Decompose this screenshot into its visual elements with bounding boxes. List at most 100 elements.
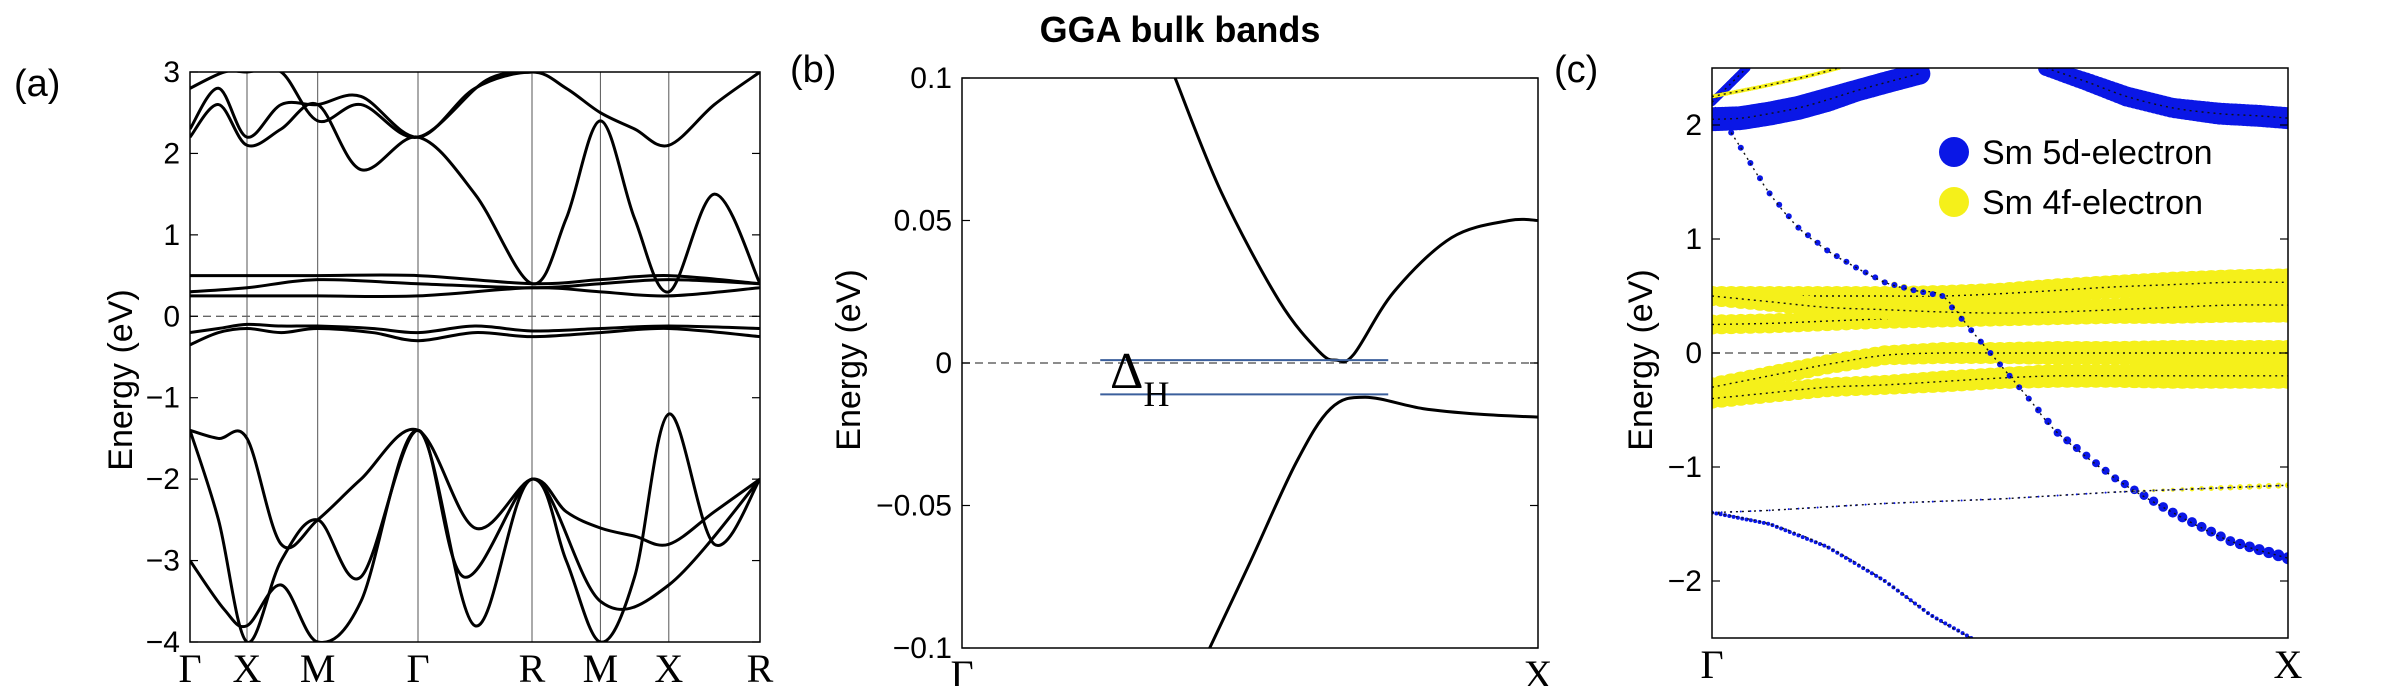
fatband-5d-point bbox=[1864, 503, 1867, 506]
fatband-5d-point bbox=[2035, 406, 2042, 414]
band-line-6 bbox=[1712, 484, 2288, 514]
fatband-5d-point bbox=[2037, 495, 2040, 498]
fatband-5d-point bbox=[2027, 496, 2030, 499]
panel-b-label: (b) bbox=[790, 49, 836, 91]
ytick-label: 0.1 bbox=[910, 62, 952, 95]
fatband-5d-point bbox=[2158, 502, 2169, 512]
fatband-5d-point bbox=[2085, 492, 2088, 495]
kpoint-label: M bbox=[300, 646, 336, 686]
fatband-5d-point bbox=[2229, 486, 2232, 489]
fatband-5d-point bbox=[1785, 213, 1792, 220]
fatband-5d-point bbox=[2082, 451, 2091, 460]
gap-label-sub: H bbox=[1143, 374, 1169, 414]
fatband-4f-point bbox=[2274, 268, 2288, 297]
fatband-5d-point bbox=[2139, 491, 2149, 500]
fatband-5d-point bbox=[1968, 327, 1975, 334]
band-line-3 bbox=[1712, 281, 2288, 297]
band-line-9 bbox=[2045, 68, 2288, 119]
band-line-3 bbox=[190, 326, 760, 347]
ytick-label: 0 bbox=[163, 300, 180, 333]
ytick-label: 0 bbox=[935, 347, 952, 380]
legend-marker-4f bbox=[1939, 187, 1969, 217]
kpoint-label: X bbox=[2274, 642, 2303, 686]
fatband-5d-point bbox=[2056, 494, 2059, 497]
fatband-5d-point bbox=[1814, 239, 1821, 246]
fatband-5d-point bbox=[2008, 497, 2011, 500]
fatband-5d-point bbox=[2267, 485, 2270, 487]
fatband-5d-point bbox=[2101, 466, 2110, 475]
fatband-5d-point bbox=[1997, 361, 2003, 368]
fatband-5d-point bbox=[2044, 417, 2052, 426]
legend-marker-5d bbox=[1939, 137, 1969, 167]
fatband-5d-point bbox=[2133, 490, 2136, 493]
ytick-label: 0.05 bbox=[894, 205, 952, 238]
fatband-5d-point bbox=[2219, 486, 2222, 489]
fatband-5d-point bbox=[1910, 287, 1917, 294]
fatband-5d-point bbox=[2171, 488, 2174, 491]
fatband-5d-point bbox=[1787, 508, 1790, 511]
band-line-10 bbox=[190, 72, 533, 139]
fatband-5d-point bbox=[1908, 598, 1913, 603]
fatband-5d-point bbox=[1835, 505, 1838, 508]
fatband-5d-point bbox=[1874, 573, 1879, 578]
fatband-5d-point bbox=[1739, 510, 1742, 513]
fatband-5d-point bbox=[1737, 144, 1744, 151]
band-line-1 bbox=[1208, 395, 1538, 648]
fatband-5d-point bbox=[2111, 474, 2120, 483]
ytick-label: −3 bbox=[146, 545, 180, 578]
ytick-label: 3 bbox=[163, 56, 180, 89]
main-title: GGA bulk bands bbox=[1040, 9, 1321, 50]
fatband-5d-point bbox=[1839, 553, 1844, 558]
fatband-5d-point bbox=[1908, 68, 1931, 85]
panel-c-ylabel: Energy (eV) bbox=[1622, 269, 1660, 450]
fatband-5d-point bbox=[2072, 444, 2081, 452]
fatband-5d-point bbox=[2244, 541, 2255, 553]
band-line-4 bbox=[190, 322, 760, 335]
kpoint-label: M bbox=[583, 646, 619, 686]
fatband-5d-point bbox=[1748, 518, 1753, 523]
fatband-5d-point bbox=[2092, 459, 2100, 468]
band-line-11 bbox=[1712, 68, 1839, 98]
ytick-label: −0.1 bbox=[893, 632, 952, 665]
ytick-label: 2 bbox=[1685, 109, 1702, 142]
fatband-5d-point bbox=[2215, 531, 2226, 542]
fatband-5d-point bbox=[1893, 502, 1896, 505]
kpoint-label: Γ bbox=[1700, 642, 1723, 686]
fatband-5d-point bbox=[2200, 487, 2203, 490]
fatband-5d-point bbox=[1757, 175, 1763, 182]
fatband-5d-point bbox=[1939, 293, 1946, 299]
fatband-5d-point bbox=[1912, 501, 1915, 504]
ytick-label: −2 bbox=[146, 463, 180, 496]
ytick-label: 0 bbox=[1685, 337, 1702, 370]
fatband-5d-point bbox=[2006, 372, 2013, 379]
fatband-5d-point bbox=[2123, 490, 2126, 493]
fatband-5d-point bbox=[2152, 489, 2155, 492]
fatband-5d-point bbox=[1947, 623, 1952, 628]
fatband-5d-point bbox=[2104, 491, 2107, 494]
kpoint-label: Γ bbox=[406, 646, 429, 686]
ytick-label: 1 bbox=[163, 219, 180, 252]
fatband-5d-point bbox=[1731, 514, 1736, 519]
gap-label: ΔH bbox=[1110, 343, 1169, 414]
fatband-5d-point bbox=[1783, 528, 1788, 533]
ytick-label: 1 bbox=[1685, 223, 1702, 256]
fatband-5d-point bbox=[1960, 499, 1963, 502]
fatband-5d-point bbox=[1943, 621, 1948, 626]
legend: Sm 5d-electron Sm 4f-electron bbox=[1939, 134, 2213, 222]
fatband-5d-point bbox=[1714, 511, 1719, 516]
fatband-5d-point bbox=[2177, 512, 2188, 523]
fatband-5d-point bbox=[1989, 498, 1992, 501]
panel-a-ylabel: Energy (eV) bbox=[102, 289, 140, 470]
panel-a-label: (a) bbox=[14, 63, 60, 105]
kpoint-label: R bbox=[747, 646, 774, 686]
fatband-5d-point bbox=[2016, 384, 2023, 391]
fatband-5d-point bbox=[1883, 502, 1886, 505]
fatband-5d-point bbox=[1800, 535, 1805, 540]
fatband-5d-point bbox=[2248, 485, 2251, 488]
band-line-6 bbox=[190, 278, 760, 294]
panel-c-frame bbox=[1711, 67, 2289, 639]
band-line-9 bbox=[190, 72, 760, 148]
fatband-5d-point bbox=[1728, 129, 1735, 136]
fatband-5d-point bbox=[1901, 284, 1907, 291]
